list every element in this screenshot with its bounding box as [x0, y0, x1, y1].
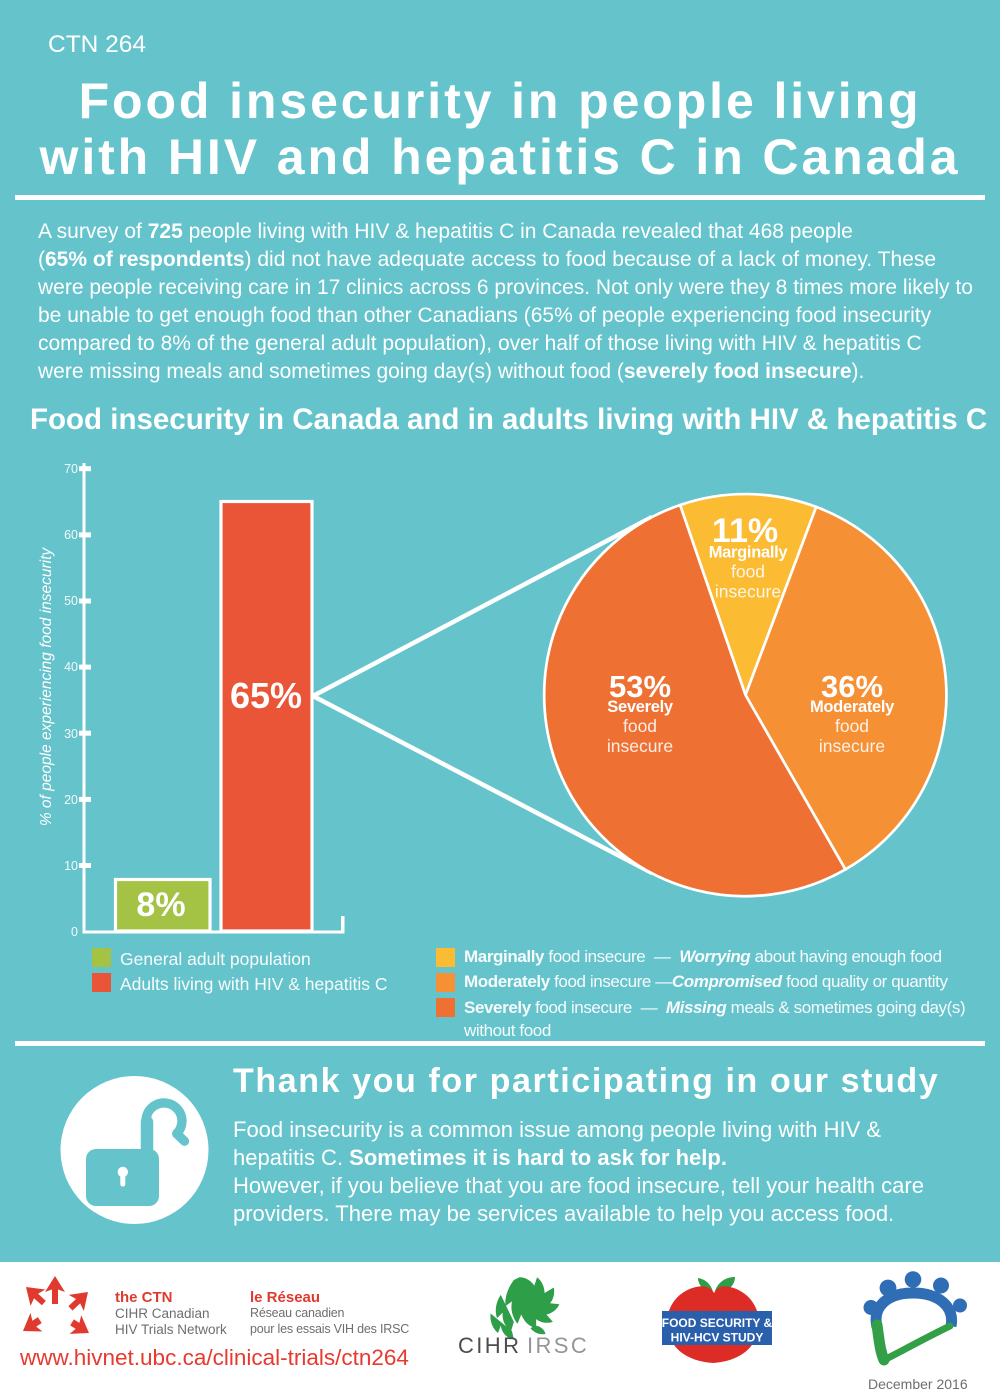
svg-text:10: 10 — [64, 859, 78, 873]
svg-text:insecure: insecure — [819, 736, 885, 756]
svg-text:Marginally: Marginally — [709, 544, 789, 562]
svg-text:40: 40 — [64, 660, 78, 674]
svg-text:36%: 36% — [821, 669, 883, 704]
svg-text:Moderately: Moderately — [810, 698, 895, 716]
svg-text:insecure: insecure — [607, 736, 673, 756]
svg-text:50: 50 — [64, 594, 78, 608]
svg-text:Severely: Severely — [607, 698, 674, 716]
svg-text:70: 70 — [64, 462, 78, 476]
svg-text:food: food — [731, 562, 765, 582]
svg-text:53%: 53% — [609, 669, 671, 704]
svg-text:60: 60 — [64, 528, 78, 542]
svg-text:CIHR: CIHR — [458, 1333, 521, 1358]
svg-text:30: 30 — [64, 727, 78, 741]
svg-text:65%: 65% — [230, 675, 302, 716]
svg-text:insecure: insecure — [715, 582, 781, 602]
svg-text:20: 20 — [64, 793, 78, 807]
svg-text:food: food — [623, 716, 657, 736]
svg-text:FOOD SECURITY &: FOOD SECURITY & — [662, 1316, 773, 1330]
svg-text:8%: 8% — [136, 886, 185, 924]
svg-text:food: food — [835, 716, 869, 736]
svg-text:11%: 11% — [712, 512, 778, 550]
svg-text:HIV-HCV STUDY: HIV-HCV STUDY — [671, 1331, 764, 1345]
svg-text:0: 0 — [71, 925, 78, 939]
svg-text:IRSC: IRSC — [527, 1333, 589, 1358]
svg-text:% of people experiencing food: % of people experiencing food insecurity — [38, 547, 55, 827]
